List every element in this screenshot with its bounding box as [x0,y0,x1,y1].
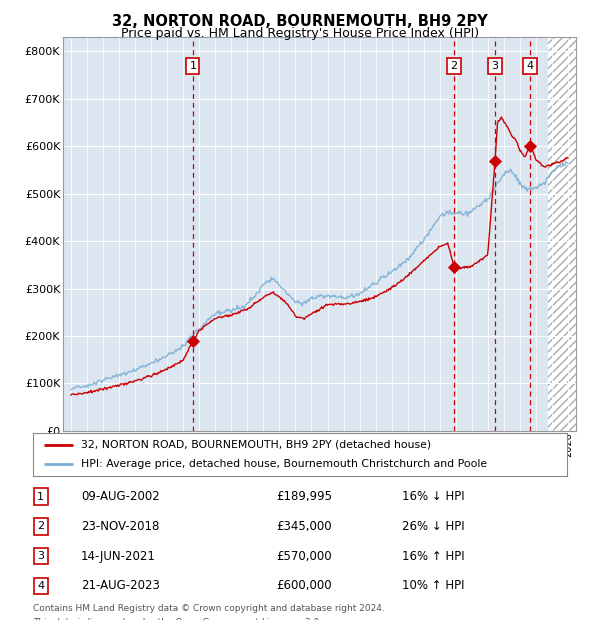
Point [490,156,500,166]
Text: 1: 1 [37,492,44,502]
Text: HPI: Average price, detached house, Bournemouth Christchurch and Poole: HPI: Average price, detached house, Bour… [81,459,487,469]
Text: £600,000: £600,000 [276,580,332,592]
Text: £345,000: £345,000 [276,520,332,533]
Text: 32, NORTON ROAD, BOURNEMOUTH, BH9 2PY (detached house): 32, NORTON ROAD, BOURNEMOUTH, BH9 2PY (d… [81,440,431,450]
Point [449,262,459,272]
Text: 10% ↑ HPI: 10% ↑ HPI [402,580,464,592]
Text: 16% ↑ HPI: 16% ↑ HPI [402,550,464,562]
Text: £189,995: £189,995 [276,490,332,503]
Point [188,336,197,346]
Text: 2: 2 [451,61,458,71]
Text: 1: 1 [190,61,196,71]
Text: 14-JUN-2021: 14-JUN-2021 [81,550,156,562]
Text: This data is licensed under the Open Government Licence v3.0.: This data is licensed under the Open Gov… [33,618,322,620]
Text: 4: 4 [37,581,44,591]
Text: 26% ↓ HPI: 26% ↓ HPI [402,520,464,533]
Text: 09-AUG-2002: 09-AUG-2002 [81,490,160,503]
Bar [548,37,576,431]
Text: £570,000: £570,000 [276,550,332,562]
Text: 23-NOV-2018: 23-NOV-2018 [81,520,160,533]
Text: 2: 2 [37,521,44,531]
Text: 21-AUG-2023: 21-AUG-2023 [81,580,160,592]
Text: 4: 4 [526,61,533,71]
Text: Contains HM Land Registry data © Crown copyright and database right 2024.: Contains HM Land Registry data © Crown c… [33,604,385,613]
Text: 16% ↓ HPI: 16% ↓ HPI [402,490,464,503]
Text: Price paid vs. HM Land Registry's House Price Index (HPI): Price paid vs. HM Land Registry's House … [121,27,479,40]
Text: 3: 3 [37,551,44,561]
Text: 32, NORTON ROAD, BOURNEMOUTH, BH9 2PY: 32, NORTON ROAD, BOURNEMOUTH, BH9 2PY [112,14,488,29]
Text: 3: 3 [491,61,499,71]
Point [525,141,535,151]
